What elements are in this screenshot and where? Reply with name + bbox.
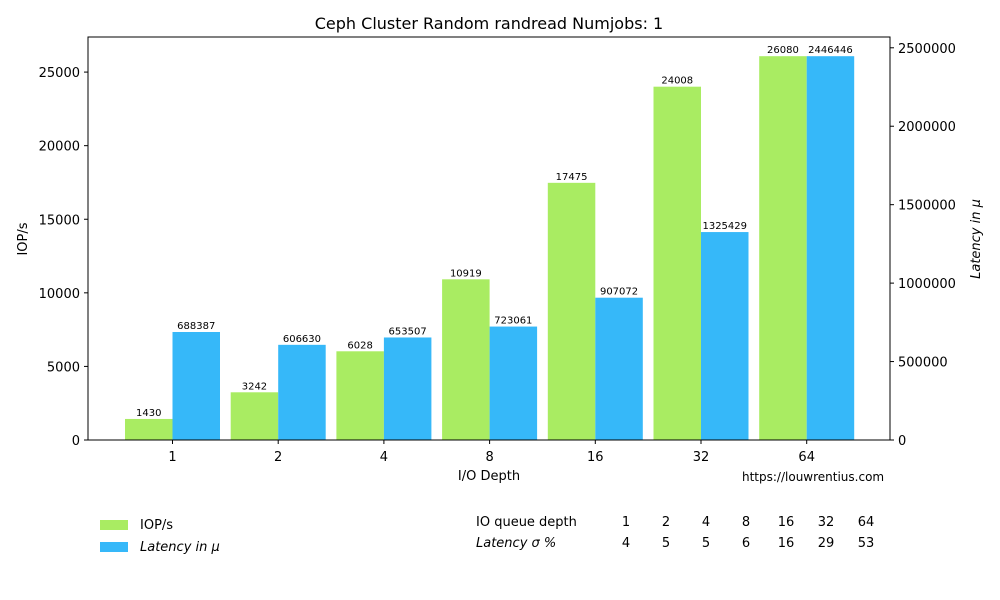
y-right-tick-label: 0 xyxy=(898,434,906,449)
y-axis-right-label: Latency in μ xyxy=(969,199,984,279)
data-label-iops: 6028 xyxy=(347,340,372,351)
bar-iops xyxy=(230,392,279,440)
stats-row-label: IO queue depth xyxy=(476,515,577,530)
bar-latency xyxy=(701,232,749,440)
bar-value-labels: 1430 688387 3242 606630 6028 653507 10919 72306… xyxy=(136,45,853,419)
stats-cell: 1 xyxy=(621,515,631,530)
bar-latency xyxy=(172,332,220,440)
legend: IOP/s Latency in μ xyxy=(100,514,220,558)
legend-item-latency: Latency in μ xyxy=(100,536,220,558)
y-tick-label: 20000 xyxy=(39,140,80,155)
stats-cell: 64 xyxy=(857,515,875,530)
x-tick-label: 16 xyxy=(587,450,604,465)
y-tick-label: 15000 xyxy=(39,213,80,228)
bar-iops xyxy=(547,182,596,440)
stats-cell: 4 xyxy=(701,515,711,530)
legend-label-latency: Latency in μ xyxy=(140,539,220,555)
y-tick-label: 10000 xyxy=(39,287,80,302)
y-right-tick-label: 2000000 xyxy=(898,120,956,135)
bar-iops xyxy=(442,279,490,440)
bar-latency xyxy=(489,326,538,440)
x-axis-ticks: 1 2 4 8 16 32 64 xyxy=(168,440,815,465)
stats-cell: 29 xyxy=(817,536,835,551)
legend-swatch-iops xyxy=(100,520,128,530)
data-label-iops: 17475 xyxy=(556,172,588,183)
legend-label-iops: IOP/s xyxy=(140,517,174,533)
data-label-iops: 24008 xyxy=(661,76,693,87)
stats-table: IO queue depth 1 2 4 8 16 32 64 Latency … xyxy=(476,512,886,554)
y-right-tick-label: 1000000 xyxy=(898,277,956,292)
stats-cell: 53 xyxy=(857,536,875,551)
bar-iops xyxy=(125,418,173,440)
stats-row-label: Latency σ % xyxy=(476,536,557,551)
stats-cell: 5 xyxy=(661,536,671,551)
data-label-iops: 1430 xyxy=(136,408,161,419)
data-label-latency: 606630 xyxy=(283,334,321,345)
stats-cell: 2 xyxy=(661,515,671,530)
x-axis-label: I/O Depth xyxy=(458,469,520,484)
x-tick-label: 64 xyxy=(798,450,815,465)
bar-iops xyxy=(653,86,701,440)
stats-cell: 5 xyxy=(701,536,711,551)
data-label-iops: 10919 xyxy=(450,268,482,279)
x-tick-label: 2 xyxy=(274,450,282,465)
stats-cell: 4 xyxy=(621,536,631,551)
data-label-latency: 2446446 xyxy=(808,45,853,56)
y-right-tick-label: 2500000 xyxy=(898,42,956,57)
y-tick-label: 0 xyxy=(72,434,80,449)
y-right-tick-label: 1500000 xyxy=(898,199,956,214)
stats-cell: 32 xyxy=(817,515,835,530)
bar-iops xyxy=(759,56,807,440)
legend-item-iops: IOP/s xyxy=(100,514,220,536)
stats-cell: 16 xyxy=(777,536,795,551)
data-label-latency: 723061 xyxy=(494,316,532,327)
plot-frame xyxy=(87,36,891,441)
x-tick-label: 4 xyxy=(380,450,388,465)
bar-latency xyxy=(383,337,432,440)
y-tick-label: 25000 xyxy=(39,66,80,81)
data-label-latency: 688387 xyxy=(177,321,215,332)
legend-swatch-latency xyxy=(100,542,128,552)
data-label-latency: 1325429 xyxy=(702,221,747,232)
bars-group xyxy=(125,56,855,440)
data-label-iops: 26080 xyxy=(767,45,799,56)
bar-iops xyxy=(336,351,384,440)
credit-text: https://louwrentius.com xyxy=(742,470,885,484)
chart-title: Ceph Cluster Random randread Numjobs: 1 xyxy=(315,14,663,33)
y-tick-label: 5000 xyxy=(47,360,80,375)
stats-cell: 8 xyxy=(741,515,751,530)
x-tick-label: 8 xyxy=(485,450,493,465)
x-tick-label: 32 xyxy=(693,450,710,465)
data-label-latency: 653507 xyxy=(389,326,427,337)
y-axis-left-ticks: 0 5000 10000 15000 20000 25000 xyxy=(39,66,88,449)
stats-row-latency-sigma: Latency σ % 4 5 5 6 16 29 53 xyxy=(476,533,886,554)
bar-latency xyxy=(806,56,855,440)
y-axis-right-ticks: 0 500000 1000000 1500000 2000000 2500000 xyxy=(890,42,956,449)
bar-latency xyxy=(278,344,326,440)
stats-cell: 16 xyxy=(777,515,795,530)
bar-latency xyxy=(595,297,643,440)
stats-row-queue-depth: IO queue depth 1 2 4 8 16 32 64 xyxy=(476,512,886,533)
stats-cell: 6 xyxy=(741,536,751,551)
data-label-latency: 907072 xyxy=(600,287,638,298)
x-tick-label: 1 xyxy=(168,450,176,465)
y-axis-left-label: IOP/s xyxy=(16,222,31,255)
data-label-iops: 3242 xyxy=(242,381,267,392)
y-right-tick-label: 500000 xyxy=(898,356,948,371)
